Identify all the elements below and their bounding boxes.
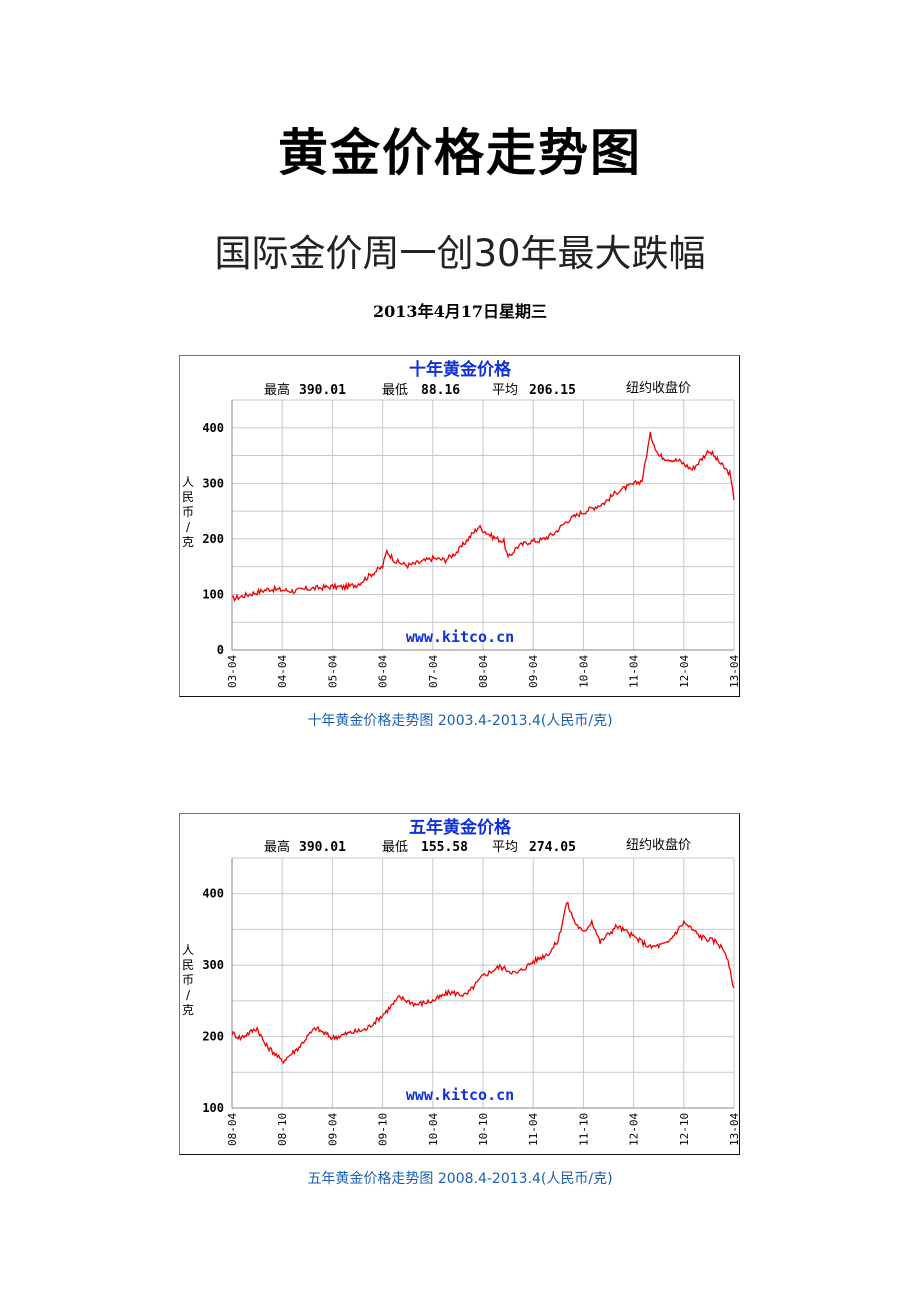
document-title: 黄金价格走势图 (278, 124, 642, 182)
high-value: 390.01 (299, 840, 346, 855)
x-tick-label: 12-04 (678, 655, 691, 688)
y-tick-label: 400 (202, 421, 224, 435)
y-tick-label: 400 (202, 887, 224, 901)
y-tick-label: 0 (217, 643, 224, 657)
y-axis-label-char: / (186, 520, 191, 534)
high-value: 390.01 (299, 383, 346, 398)
low-label: 最低 (382, 840, 408, 855)
x-tick-label: 13-04 (728, 1113, 740, 1146)
x-tick-label: 12-10 (678, 1113, 691, 1146)
x-tick-label: 07-04 (427, 655, 440, 688)
high-label: 最高 (264, 382, 290, 398)
five-year-caption: 五年黄金价格走势图 2008.4-2013.4(人民币/克) (307, 1171, 613, 1187)
y-axis-label-char: 币 (182, 973, 194, 987)
x-tick-label: 11-10 (577, 1113, 590, 1146)
x-tick-label: 09-10 (377, 1113, 390, 1146)
x-tick-label: 08-04 (226, 1113, 239, 1146)
y-axis-label-char: 克 (182, 535, 194, 549)
low-value: 155.58 (421, 840, 468, 855)
x-tick-label: 09-04 (527, 655, 540, 688)
x-tick-label: 09-04 (326, 1113, 339, 1146)
ten-year-gold-chart: 十年黄金价格 最高 390.01 最低 88.16 平均 206.15 纽约收盘… (179, 355, 740, 697)
chart-title: 十年黄金价格 (409, 359, 512, 380)
price-series-line (231, 901, 735, 1065)
avg-value: 206.15 (529, 383, 576, 398)
chart-title: 五年黄金价格 (409, 817, 512, 838)
low-label: 最低 (382, 383, 408, 398)
y-tick-label: 300 (202, 476, 224, 490)
x-tick-label: 08-04 (477, 655, 490, 688)
x-tick-label: 13-04 (728, 655, 740, 688)
price-note: 纽约收盘价 (626, 837, 691, 853)
avg-label: 平均 (492, 840, 518, 855)
x-tick-label: 12-04 (628, 1113, 641, 1146)
y-tick-label: 300 (202, 958, 224, 972)
y-axis-label-char: 民 (182, 958, 194, 972)
watermark: www.kitco.cn (406, 628, 514, 646)
x-tick-label: 04-04 (276, 655, 289, 688)
x-tick-label: 05-04 (326, 655, 339, 688)
low-value: 88.16 (421, 383, 460, 398)
watermark: www.kitco.cn (406, 1086, 514, 1104)
y-tick-label: 200 (202, 532, 224, 546)
y-axis-label-char: 人 (182, 943, 194, 957)
high-label: 最高 (264, 839, 290, 855)
y-axis-label-char: / (186, 988, 191, 1002)
plot-area: 08-04 08-10 09-04 09-10 10-04 10-10 11-04 11-10… (182, 857, 740, 1146)
x-tick-label: 11-04 (527, 1113, 540, 1146)
plot-area: 03-04 04-04 05-04 06-04 07-04 08-04 09-04 10-04… (182, 399, 740, 688)
y-axis-label-char: 人 (182, 475, 194, 489)
y-tick-label: 100 (202, 587, 224, 601)
y-axis-label-char: 克 (182, 1003, 194, 1017)
ten-year-chart-svg: 十年黄金价格 最高 390.01 最低 88.16 平均 206.15 纽约收盘… (182, 359, 740, 688)
x-tick-label: 06-04 (377, 655, 390, 688)
y-axis-label-char: 币 (182, 505, 194, 519)
x-tick-label: 11-04 (628, 655, 641, 688)
y-tick-label: 100 (202, 1101, 224, 1115)
five-year-chart-svg: 五年黄金价格 最高 390.01 最低 155.58 平均 274.05 纽约收… (182, 817, 740, 1146)
x-tick-label: 10-04 (577, 655, 590, 688)
y-tick-label: 200 (202, 1030, 224, 1044)
price-series-line (231, 431, 735, 603)
x-tick-label: 03-04 (226, 655, 239, 688)
document-subtitle: 国际金价周一创30年最大跌幅 (214, 232, 706, 275)
document-date: 2013年4月17日星期三 (373, 302, 547, 321)
price-note: 纽约收盘价 (626, 380, 691, 396)
ten-year-caption: 十年黄金价格走势图 2003.4-2013.4(人民币/克) (307, 713, 613, 729)
x-tick-label: 10-04 (427, 1113, 440, 1146)
x-tick-label: 10-10 (477, 1113, 490, 1146)
x-tick-label: 08-10 (276, 1113, 289, 1146)
avg-value: 274.05 (529, 840, 576, 855)
five-year-gold-chart: 五年黄金价格 最高 390.01 最低 155.58 平均 274.05 纽约收… (179, 813, 740, 1155)
avg-label: 平均 (492, 383, 518, 398)
y-axis-label-char: 民 (182, 490, 194, 504)
